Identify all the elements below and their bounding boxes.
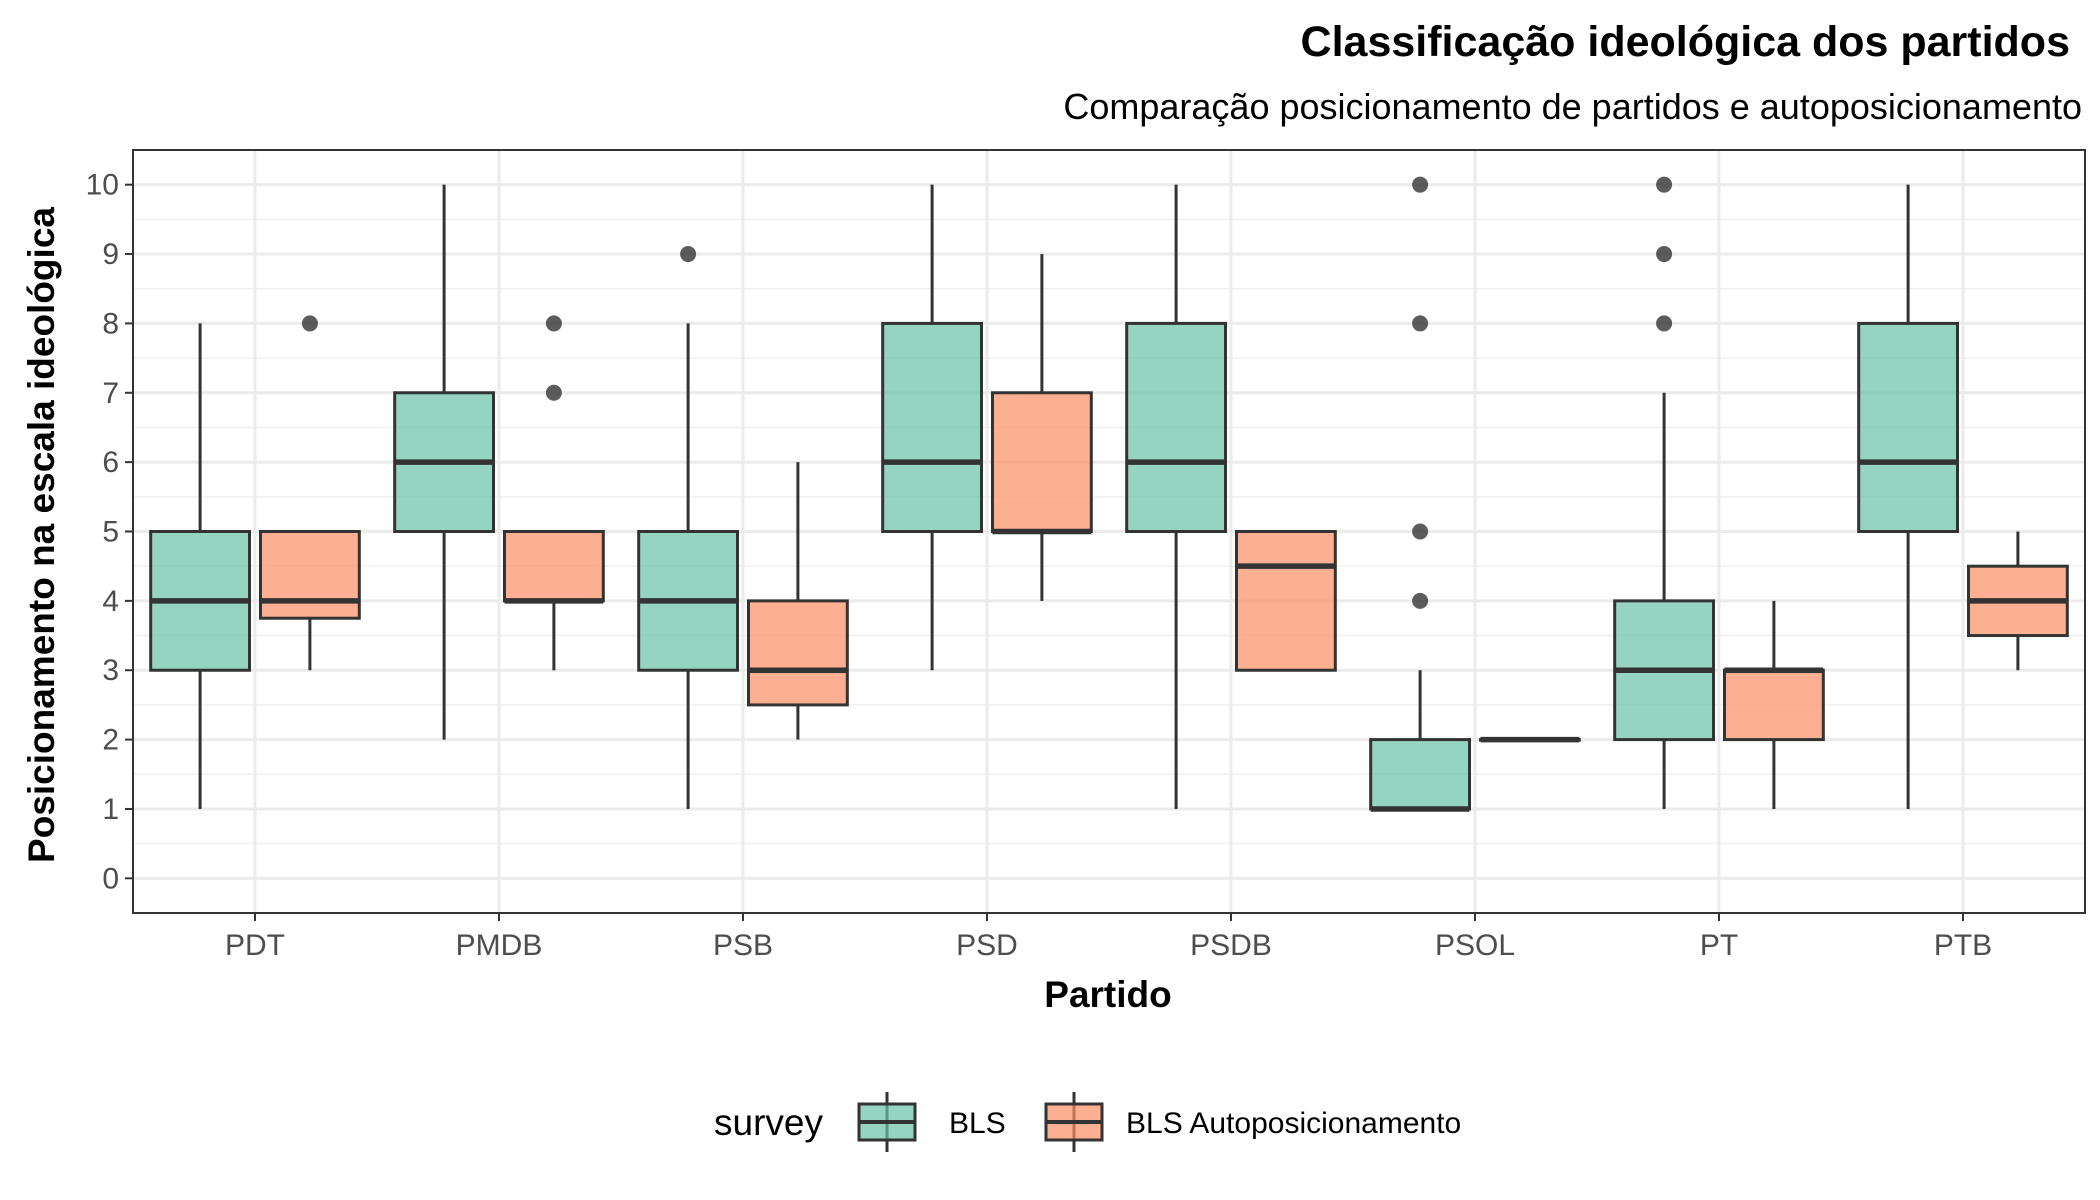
box-psb-autoposicionamento <box>746 462 849 740</box>
box-body <box>502 530 605 603</box>
box-ptb-bls <box>1857 184 1960 809</box>
box-body <box>1234 530 1337 672</box>
box-psd-bls <box>881 184 984 671</box>
x-tick-label: PSB <box>713 929 773 962</box>
outlier-point <box>301 315 318 332</box>
box-body <box>881 321 984 533</box>
chart-subtitle: Comparação posicionamento de partidos e … <box>1063 86 2082 127</box>
box-psol-autoposicionamento <box>1478 736 1581 743</box>
legend-title: survey <box>714 1102 823 1143</box>
box-psd-autoposicionamento <box>990 254 1093 601</box>
box-psol-bls <box>1369 176 1472 812</box>
y-tick-label: 0 <box>102 862 119 895</box>
x-tick-label: PSDB <box>1190 929 1272 962</box>
box-body <box>1369 738 1472 811</box>
box-body <box>1857 321 1960 533</box>
box-body <box>1722 668 1825 742</box>
y-axis: 0 1 2 3 4 5 6 7 8 9 10 <box>86 169 133 895</box>
x-tick-label: PSOL <box>1435 929 1515 962</box>
box-body <box>990 391 1093 534</box>
box-body <box>1125 321 1228 533</box>
box-pt-bls <box>1613 176 1716 809</box>
y-tick-label: 6 <box>102 446 119 479</box>
x-tick-label: PTB <box>1934 929 1992 962</box>
x-axis-title: Partido <box>1044 974 1171 1015</box>
y-tick-label: 5 <box>102 516 119 549</box>
box-psdb-autoposicionamento <box>1234 530 1337 672</box>
y-tick-label: 10 <box>86 169 119 202</box>
plot-area <box>132 149 2086 914</box>
outlier-point <box>1656 315 1673 332</box>
box-pmdb-bls <box>393 184 496 740</box>
outlier-point <box>1656 246 1673 263</box>
box-psb-bls <box>637 246 740 809</box>
box-pt-autoposicionamento <box>1722 600 1825 809</box>
outlier-point <box>1656 176 1673 193</box>
outlier-point <box>545 315 562 332</box>
x-tick-label: PMDB <box>456 929 543 962</box>
box-pdt-bls <box>149 323 252 809</box>
outlier-point <box>1412 592 1429 609</box>
chart-title: Classificação ideológica dos partidos <box>1301 18 2070 66</box>
outlier-point <box>1412 176 1429 193</box>
x-tick-label: PT <box>1700 929 1738 962</box>
y-tick-label: 1 <box>102 793 119 826</box>
y-tick-label: 7 <box>102 377 119 410</box>
box-body <box>746 599 849 707</box>
y-axis-title: Posicionamento na escala ideológica <box>21 207 62 863</box>
legend-item-bls: BLS <box>857 1092 1006 1152</box>
outlier-point <box>545 384 562 401</box>
legend: survey BLS BLS Autoposicionamento <box>714 1092 1461 1152</box>
legend-label: BLS <box>949 1107 1006 1140</box>
x-tick-label: PSD <box>956 929 1018 962</box>
box-body <box>258 530 361 620</box>
x-axis: PDT PMDB PSB PSD PSDB PSOL PT PTB <box>225 913 1992 962</box>
outlier-point <box>1412 523 1429 540</box>
y-tick-label: 9 <box>102 238 119 271</box>
y-tick-label: 4 <box>102 585 119 618</box>
outlier-point <box>680 246 697 263</box>
legend-label: BLS Autoposicionamento <box>1126 1107 1461 1140</box>
outlier-point <box>1412 315 1429 332</box>
box-pdt-autoposicionamento <box>258 315 361 671</box>
y-tick-label: 3 <box>102 654 119 687</box>
box-ptb-autoposicionamento <box>1966 531 2069 671</box>
y-tick-label: 8 <box>102 307 119 340</box>
box-psdb-bls <box>1125 184 1228 809</box>
y-tick-label: 2 <box>102 724 119 757</box>
legend-item-autoposicionamento: BLS Autoposicionamento <box>1044 1092 1461 1152</box>
box-pmdb-autoposicionamento <box>502 315 605 671</box>
x-tick-label: PDT <box>225 929 285 962</box>
